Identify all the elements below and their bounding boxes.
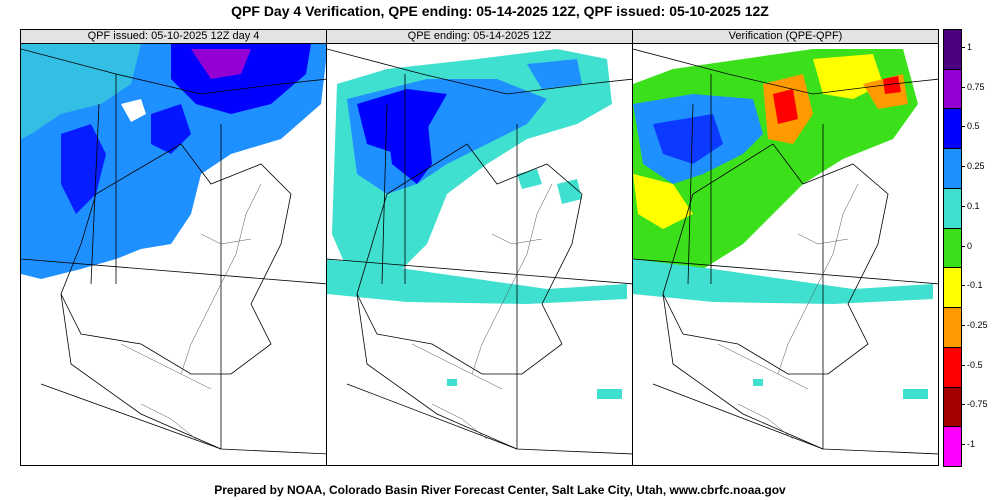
colorbar-tick [962, 126, 965, 128]
basin-boundaries [327, 48, 632, 455]
qpe-map [327, 48, 632, 455]
colorbar-tick [962, 46, 965, 48]
colorbar-bin [943, 346, 962, 388]
colorbar-tick [962, 404, 965, 406]
colorbar-tick-label: 0 [967, 240, 973, 251]
colorbar-tick [962, 86, 965, 88]
difference-field [633, 49, 933, 399]
verification-map [633, 48, 938, 455]
colorbar-tick [962, 166, 965, 168]
precip-field [327, 49, 627, 399]
main-title: QPF Day 4 Verification, QPE ending: 05-1… [231, 3, 769, 19]
qpf-map [21, 44, 326, 455]
colorbar-tick [962, 324, 965, 326]
colorbar-tick-label: 0.1 [967, 200, 980, 211]
basin-boundaries [21, 48, 326, 455]
colorbar-bin [943, 187, 962, 229]
qpf-panel: QPF issued: 05-10-2025 12Z day 4 [20, 29, 327, 466]
colorbar-tick-label: 0.75 [967, 81, 985, 92]
river-network [717, 183, 859, 440]
verification-panel: Verification (QPE-QPF) [632, 29, 939, 466]
colorbar-bin [943, 148, 962, 189]
qpe-panel-header: QPE ending: 05-14-2025 12Z [327, 30, 632, 44]
precip-field [21, 44, 326, 279]
colorbar-bin [943, 68, 962, 110]
colorbar-bin [943, 227, 962, 269]
colorbar-tick [962, 364, 965, 366]
colorbar-tick-label: 0.25 [967, 161, 985, 172]
colorbar-tick-label: -0.5 [967, 359, 983, 370]
colorbar-bin [943, 29, 962, 70]
colorbar-tick-label: -0.1 [967, 280, 983, 291]
colorbar-tick-label: -1 [967, 439, 976, 450]
colorbar-tick [962, 205, 965, 207]
colorbar-bin [943, 307, 962, 348]
colorbar-tick [962, 444, 965, 446]
verification-panel-header: Verification (QPE-QPF) [633, 30, 938, 44]
colorbar [943, 29, 962, 467]
colorbar-bin [943, 267, 962, 309]
colorbar-tick-label: -0.75 [967, 399, 988, 410]
qpe-panel: QPE ending: 05-14-2025 12Z [326, 29, 633, 466]
colorbar-tick-label: 1 [967, 41, 973, 52]
colorbar-tick [962, 245, 965, 247]
river-network [120, 183, 262, 440]
basin-boundaries [633, 48, 938, 455]
river-network [411, 183, 553, 440]
colorbar-bin [943, 108, 962, 150]
footer-credit: Prepared by NOAA, Colorado Basin River F… [214, 483, 786, 497]
colorbar-bin [943, 386, 962, 428]
colorbar-tick-label: -0.25 [967, 319, 988, 330]
colorbar-bin [943, 426, 962, 467]
colorbar-tick [962, 285, 965, 287]
qpf-panel-header: QPF issued: 05-10-2025 12Z day 4 [21, 30, 326, 44]
colorbar-tick-label: 0.5 [967, 121, 980, 132]
